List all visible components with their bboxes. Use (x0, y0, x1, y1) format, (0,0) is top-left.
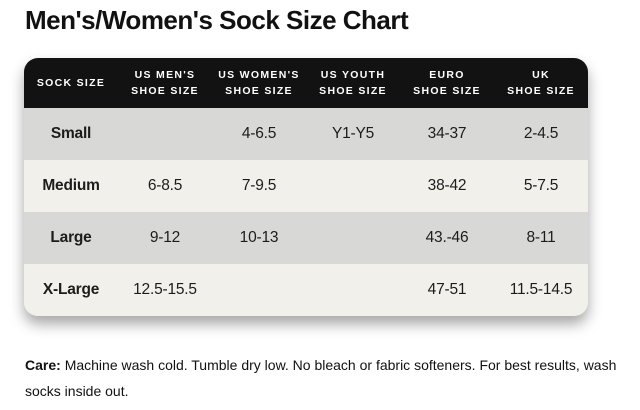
column-header-euro: EURO SHOE SIZE (400, 67, 494, 99)
column-header-line: US MEN'S (134, 69, 196, 81)
cell-euro: 38-42 (427, 177, 467, 194)
column-header-line: SHOE SIZE (225, 85, 293, 97)
column-header-us-mens: US MEN'S SHOE SIZE (118, 67, 212, 99)
sock-size-table: SOCK SIZE US MEN'S SHOE SIZE US WOMEN'S … (24, 58, 588, 316)
care-note: Care: Machine wash cold. Tumble dry low.… (25, 352, 623, 404)
cell-us-youth: Y1-Y5 (331, 125, 375, 142)
cell-euro: 47-51 (427, 281, 467, 298)
table-row-small: Small 4-6.5 Y1-Y5 34-37 2-4.5 (24, 108, 588, 160)
column-header-us-youth: US YOUTH SHOE SIZE (306, 67, 400, 99)
column-header-line: SHOE SIZE (131, 85, 199, 97)
column-header-line: SHOE SIZE (507, 85, 575, 97)
column-header-line: EURO (429, 69, 465, 81)
page-title: Men's/Women's Sock Size Chart (25, 5, 409, 35)
column-header-line: SHOE SIZE (319, 85, 387, 97)
cell-us-womens: 10-13 (239, 229, 279, 246)
column-header-line: US WOMEN'S (218, 69, 300, 81)
cell-sock-size: Large (50, 229, 92, 246)
cell-sock-size: Medium (42, 177, 100, 194)
cell-us-mens: 12.5-15.5 (133, 281, 197, 298)
table-row-large: Large 9-12 10-13 43.-46 8-11 (24, 212, 588, 264)
care-label: Care: (25, 357, 61, 373)
column-header-uk: UK SHOE SIZE (494, 67, 588, 99)
cell-euro: 43.-46 (425, 229, 469, 246)
table-row-x-large: X-Large 12.5-15.5 47-51 11.5-14.5 (24, 264, 588, 316)
cell-sock-size: Small (50, 125, 92, 142)
column-header-line: SOCK SIZE (36, 77, 106, 89)
table-row-medium: Medium 6-8.5 7-9.5 38-42 5-7.5 (24, 160, 588, 212)
cell-uk: 5-7.5 (523, 177, 559, 194)
cell-us-mens: 6-8.5 (147, 177, 183, 194)
cell-us-womens: 4-6.5 (241, 125, 277, 142)
cell-us-mens: 9-12 (149, 229, 181, 246)
cell-sock-size: X-Large (42, 281, 100, 298)
cell-euro: 34-37 (427, 125, 467, 142)
column-header-line: US YOUTH (320, 69, 386, 81)
column-header-line: UK (532, 69, 550, 81)
table-header-row: SOCK SIZE US MEN'S SHOE SIZE US WOMEN'S … (24, 58, 588, 108)
cell-us-womens: 7-9.5 (241, 177, 277, 194)
cell-uk: 8-11 (526, 229, 556, 246)
care-text: Machine wash cold. Tumble dry low. No bl… (25, 357, 617, 399)
column-header-sock-size: SOCK SIZE (24, 75, 118, 91)
column-header-line: SHOE SIZE (413, 85, 481, 97)
column-header-us-womens: US WOMEN'S SHOE SIZE (212, 67, 306, 99)
cell-uk: 11.5-14.5 (509, 281, 573, 298)
cell-uk: 2-4.5 (523, 125, 559, 142)
